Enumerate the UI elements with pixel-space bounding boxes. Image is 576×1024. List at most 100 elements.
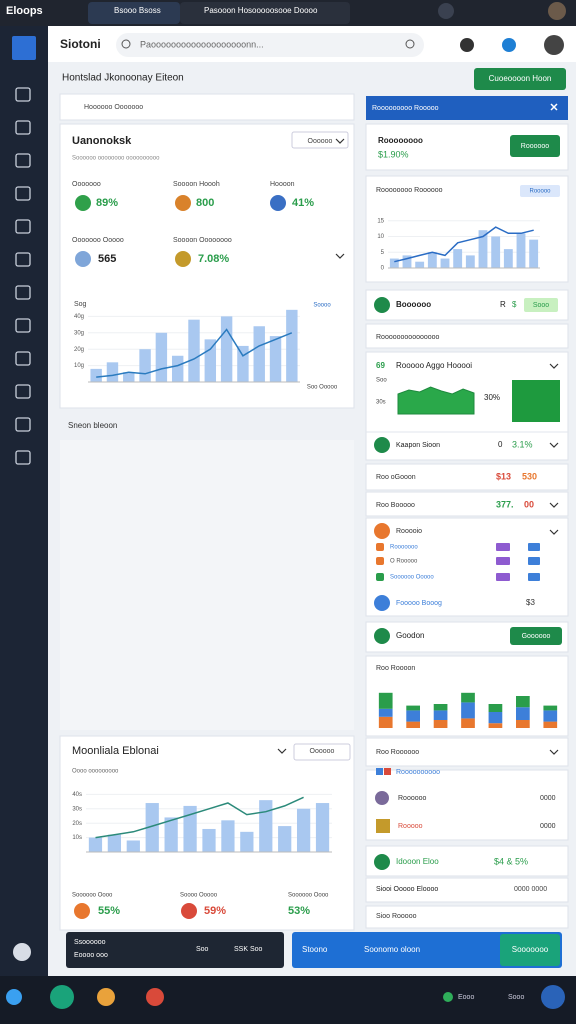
line: [95, 796, 304, 839]
bar: [278, 826, 292, 852]
button[interactable]: [510, 627, 562, 645]
bar-segment: [378, 708, 393, 717]
nav-icon[interactable]: [15, 318, 31, 333]
panel-card: [365, 905, 569, 929]
icon[interactable]: [438, 3, 454, 19]
overview-select[interactable]: Oooooo: [308, 138, 333, 145]
bar-segment: [543, 721, 558, 728]
panel-trend-tag: Rooooo: [529, 189, 551, 195]
header-app: Siotoni: [60, 37, 101, 51]
taskbar-icon[interactable]: [50, 985, 74, 1009]
stat-icon: [374, 854, 390, 870]
avatar[interactable]: [544, 35, 564, 55]
avatar[interactable]: [548, 2, 566, 20]
tab[interactable]: [180, 2, 350, 24]
nav-icon[interactable]: [15, 120, 31, 135]
panel-row7: Roo Roooooo: [376, 749, 419, 756]
panel-people-items-1-name: Rooooo: [398, 823, 423, 830]
button[interactable]: [474, 68, 566, 90]
y-tick-label: 0: [381, 266, 385, 272]
bar: [123, 372, 135, 382]
taskbar-icon[interactable]: [97, 988, 115, 1006]
select[interactable]: [291, 131, 349, 149]
nav-icon[interactable]: [13, 943, 31, 961]
page-title: Hontslad Jkonoonay Eiteon: [62, 73, 184, 84]
nav-icon[interactable]: [15, 351, 31, 366]
taskbar-icon[interactable]: [146, 988, 164, 1006]
chip: [496, 557, 510, 565]
y-tick-label: 40g: [74, 314, 84, 320]
nav-icon[interactable]: [15, 285, 31, 300]
chip: [376, 557, 384, 565]
page-action[interactable]: Cuoeoooon Hoon: [489, 74, 552, 83]
chevron: [335, 253, 345, 259]
panel-header: Rooooooooo Rooooo: [372, 105, 439, 112]
overview-stats-1-value: 800: [196, 197, 214, 209]
select[interactable]: [293, 743, 351, 761]
nav-icon[interactable]: [15, 417, 31, 432]
nav-icon[interactable]: [15, 252, 31, 267]
taskbar-icon[interactable]: [6, 989, 22, 1005]
panel-apps-title: Rooooo Aggo Hooooi: [396, 361, 472, 370]
bar: [240, 831, 254, 852]
search-box[interactable]: [116, 33, 424, 57]
footer-line1: Ssoooooo: [74, 939, 106, 946]
overview-chart-ylabel: Sog: [74, 301, 87, 308]
actionbar-button[interactable]: Sooooooo: [512, 945, 549, 954]
panel-summary-button[interactable]: Roooooo: [521, 143, 550, 150]
bar: [107, 834, 122, 852]
filter-box[interactable]: [59, 93, 355, 121]
nav-icon[interactable]: [15, 186, 31, 201]
taskbar-items-1[interactable]: Sooo: [508, 994, 524, 1001]
stat-icon: [374, 628, 390, 644]
footer-mid: Soo: [196, 946, 209, 953]
bar: [503, 249, 513, 268]
panel-card: [365, 491, 569, 517]
bar: [139, 349, 151, 382]
second-select[interactable]: Oooooo: [310, 748, 335, 755]
search-icon: [121, 39, 131, 49]
actionbar-left[interactable]: Stoono: [302, 945, 328, 954]
close-icon[interactable]: [550, 103, 558, 111]
overview-stats-4-label: Soooon Oooooooo: [173, 237, 232, 244]
taskbar-icon[interactable]: [541, 985, 565, 1009]
panel-row8-title: Idooon Eloo: [396, 857, 439, 866]
area: [397, 386, 475, 415]
chip: [376, 768, 383, 775]
button[interactable]: [500, 934, 560, 966]
bar-segment: [433, 704, 448, 711]
panel-summary-title: Roooooooo: [378, 136, 423, 145]
icon[interactable]: [502, 38, 516, 52]
bar-segment: [406, 710, 420, 722]
icon[interactable]: [460, 38, 474, 52]
y-tick-label: 40s: [72, 792, 82, 798]
bar: [389, 258, 399, 268]
button[interactable]: [510, 135, 560, 157]
y-tick-label: 20g: [74, 347, 84, 353]
stat-icon: [175, 195, 191, 211]
panel-row6-button[interactable]: Goooooo: [522, 633, 551, 640]
action-bar[interactable]: [292, 932, 562, 968]
y-tick-label: 10g: [74, 363, 84, 369]
bar-segment: [461, 702, 475, 719]
panel-list-value: $3: [526, 598, 535, 607]
bar: [465, 255, 475, 268]
bar: [220, 316, 233, 382]
logo: [12, 36, 36, 60]
actionbar-main[interactable]: Soonomo oloon: [364, 945, 420, 954]
nav-icon[interactable]: [15, 450, 31, 465]
bar: [402, 255, 412, 268]
panel-row2: Rooooooooooooooo: [376, 334, 440, 341]
sidebar: [0, 26, 48, 976]
nav-icon[interactable]: [15, 219, 31, 234]
nav-icon[interactable]: [15, 384, 31, 399]
taskbar-items-0[interactable]: Eooo: [458, 994, 474, 1001]
nav-icon[interactable]: [15, 153, 31, 168]
bar: [126, 840, 140, 852]
bar: [259, 800, 273, 852]
bar-segment: [516, 696, 530, 708]
tab[interactable]: [88, 2, 180, 24]
bar: [90, 368, 102, 382]
nav-icon[interactable]: [15, 87, 31, 102]
